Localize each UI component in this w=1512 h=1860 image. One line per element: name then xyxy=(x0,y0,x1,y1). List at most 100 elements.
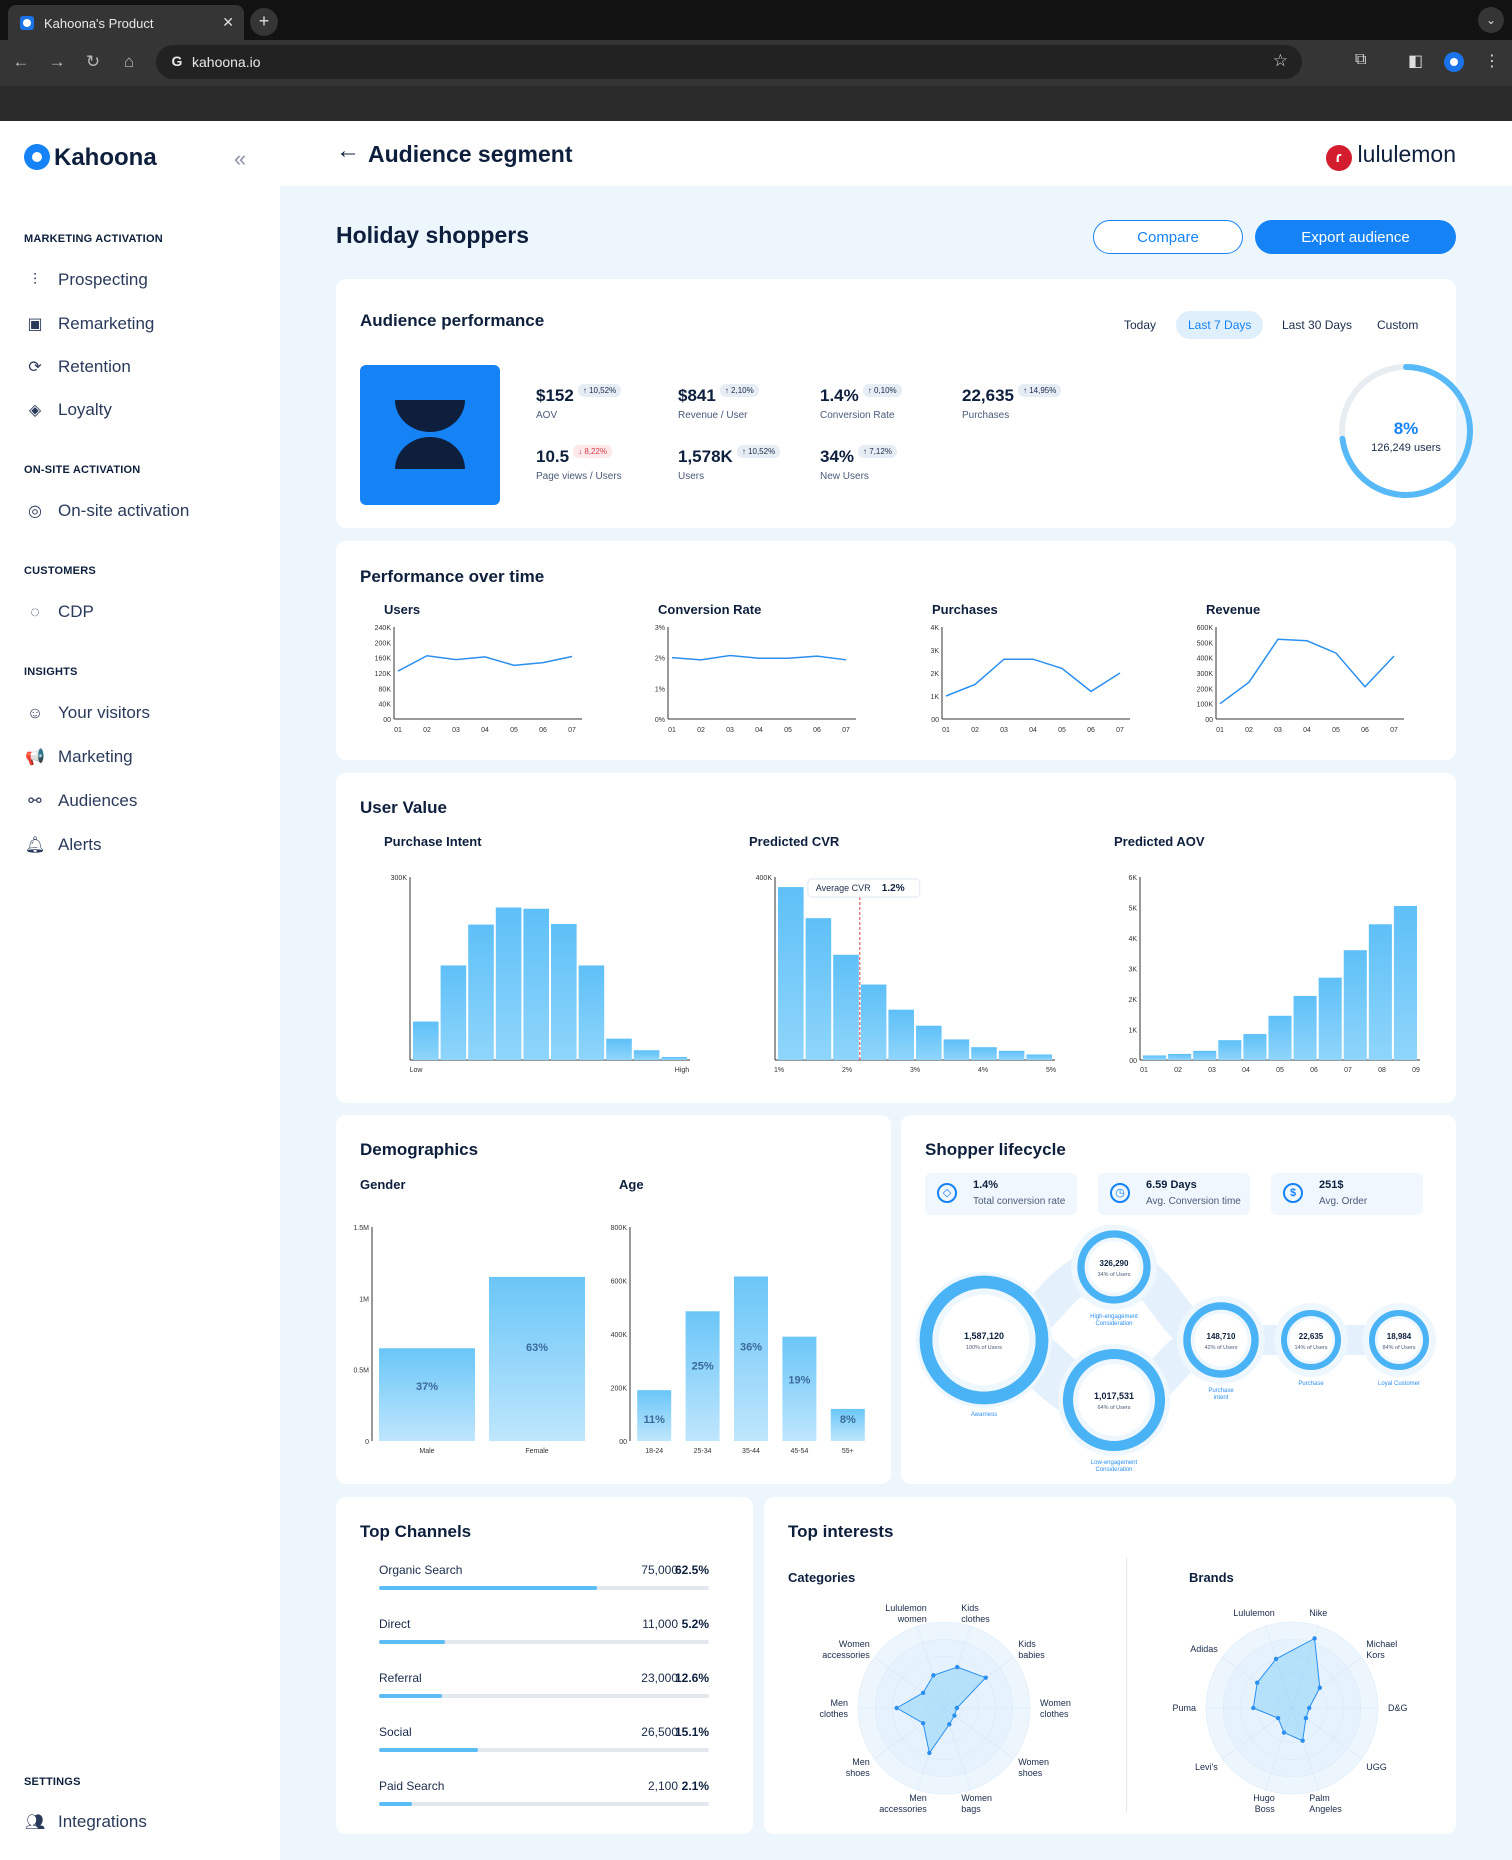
y-tick-label: 2K xyxy=(1128,997,1137,1004)
new-tab-button[interactable]: + xyxy=(250,8,278,36)
sidebar-item-audiences[interactable]: ⚯ Audiences xyxy=(24,791,137,817)
card-title: Top Channels xyxy=(360,1522,472,1541)
sidebar-item-retention[interactable]: ⟳ Retention xyxy=(24,357,130,383)
user-value-card: User Value Purchase Intent Predicted CVR… xyxy=(336,773,1456,1103)
radar-axis-label: UGG xyxy=(1366,1762,1387,1772)
ring-subtitle: 126,249 users xyxy=(1371,442,1441,454)
histogram-bar xyxy=(1218,1040,1242,1060)
x-tick-label: 4% xyxy=(978,1067,988,1074)
radar-point xyxy=(894,1705,899,1711)
sidebar-item-marketing[interactable]: 📢 Marketing xyxy=(24,747,133,773)
extensions-icon[interactable]: ⧉ xyxy=(1355,51,1367,68)
x-tick-label: 04 xyxy=(1303,727,1311,734)
tab-search-button[interactable]: ⌄ xyxy=(1478,7,1504,33)
histogram-bar xyxy=(1318,977,1342,1060)
kpi-label: Page views / Users xyxy=(536,471,622,482)
node-subtitle: 100% of Users xyxy=(966,1345,1002,1351)
radar-spoke xyxy=(1291,1707,1362,1759)
x-tick-label: 03 xyxy=(1208,1067,1216,1074)
cdp-ring-icon: ◌ xyxy=(30,604,40,621)
sidebar-item-cdp[interactable]: ◌ CDP xyxy=(24,602,94,628)
y-tick-label: 0 xyxy=(365,1439,369,1446)
browser-toolbar: ← → ↻ ⌂ G kahoona.io ☆ ⧉ ◧ ⋮ xyxy=(0,40,1512,86)
url-text[interactable]: kahoona.io xyxy=(192,54,261,70)
menu-dots-icon[interactable]: ⋮ xyxy=(1484,53,1500,70)
bar-percent-label: 36% xyxy=(740,1342,762,1354)
x-tick-label: 07 xyxy=(1116,727,1124,734)
address-bar[interactable]: G kahoona.io ☆ xyxy=(156,45,1302,79)
divider xyxy=(1126,1557,1127,1812)
export-audience-button[interactable]: Export audience xyxy=(1255,220,1456,254)
app-logo[interactable]: Kahoona xyxy=(24,144,157,172)
node-value: 326,290 xyxy=(1100,1259,1129,1268)
radar-point xyxy=(947,1722,952,1727)
node-label: Purchase xyxy=(1208,1388,1234,1394)
sidebar-item-alerts[interactable]: 🔔︎ Alerts xyxy=(24,835,102,861)
radar-axis-label: clothes xyxy=(961,1614,990,1624)
demographic-bar xyxy=(685,1311,720,1441)
card-title: Performance over time xyxy=(360,567,545,586)
histogram-bar xyxy=(860,984,887,1060)
kpi-aov: $152 ↑ 10,52% AOV xyxy=(536,384,622,421)
y-tick-label: 200K xyxy=(611,1386,628,1393)
forward-icon[interactable]: → xyxy=(48,52,66,71)
x-tick-label: 55+ xyxy=(842,1448,854,1455)
histogram-bar xyxy=(633,1050,660,1060)
y-tick-label: 3K xyxy=(930,648,939,655)
stat-avg-order: $251$ Avg. Order xyxy=(1271,1173,1423,1215)
sidebar-item-your-visitors[interactable]: ☺ Your visitors xyxy=(24,703,150,729)
profile-avatar[interactable] xyxy=(1444,52,1464,72)
radar-axis-label: Men xyxy=(909,1793,927,1803)
radar-axis-label: shoes xyxy=(1018,1768,1043,1778)
range-today[interactable]: Today xyxy=(1124,318,1157,332)
sidebar-item-prospecting[interactable]: ⫶ Prospecting xyxy=(24,270,148,296)
stat-label: Avg. Order xyxy=(1319,1196,1368,1207)
bell-icon: 🔔︎ xyxy=(24,837,46,854)
radar-axis-label: bags xyxy=(961,1804,981,1814)
gender-bar-chart: 1.5M 1M 0.5M 0 37% Male 63% Female xyxy=(353,1225,585,1455)
radar-axis-label: Men xyxy=(852,1757,870,1767)
segment-title: Holiday shoppers xyxy=(336,222,529,248)
browser-tab[interactable]: Kahoona's Product ✕ xyxy=(8,5,244,40)
range-last-7-days[interactable]: Last 7 Days xyxy=(1176,311,1264,339)
radar-axis-label: babies xyxy=(1018,1650,1045,1660)
bar-percent-label: 8% xyxy=(840,1414,856,1426)
x-tick-label: 03 xyxy=(1000,727,1008,734)
back-arrow-icon[interactable]: ← xyxy=(336,137,360,164)
sidebar-item-remarketing[interactable]: ▣ Remarketing xyxy=(24,314,154,340)
home-icon[interactable]: ⌂ xyxy=(123,52,135,71)
bookmark-star-icon[interactable]: ☆ xyxy=(1272,51,1288,70)
x-tick-label: 02 xyxy=(423,727,431,734)
sidebar-item-label: Loyalty xyxy=(58,400,112,419)
y-tick-label: 1% xyxy=(655,686,665,693)
close-tab-icon[interactable]: ✕ xyxy=(222,14,234,30)
sidebar-item-on-site-activation[interactable]: ◎ On-site activation xyxy=(24,501,189,527)
range-last-30-days[interactable]: Last 30 Days xyxy=(1282,318,1353,332)
purchase-intent-bar-chart: 300K Low High xyxy=(391,875,690,1074)
radar-axis-label: women xyxy=(897,1614,927,1624)
reload-icon[interactable]: ↻ xyxy=(85,52,101,71)
sidebar-item-integrations[interactable]: 👥︎ Integrations xyxy=(24,1812,147,1838)
back-icon[interactable]: ← xyxy=(12,52,30,71)
side-panel-icon[interactable]: ◧ xyxy=(1408,53,1424,70)
x-tick-label: 08 xyxy=(1378,1067,1386,1074)
histogram-bar xyxy=(888,1009,914,1060)
collapse-sidebar-icon[interactable]: « xyxy=(234,146,247,171)
histogram-bar xyxy=(1268,1015,1292,1060)
predicted-cvr-bar-chart: 400K 1% 2% 3% 4% 5% Average CVR 1.2% xyxy=(756,875,1056,1074)
kpi-change-badge: ↓ 8,22% xyxy=(573,445,612,458)
x-tick-label: 05 xyxy=(1332,727,1340,734)
y-tick-label: 600K xyxy=(1197,625,1214,632)
y-tick-label: 400K xyxy=(1197,656,1214,663)
compare-button[interactable]: Compare xyxy=(1093,220,1243,254)
node-ring xyxy=(1183,1302,1259,1378)
y-tick-label: 100K xyxy=(1197,702,1214,709)
y-tick-label: 6K xyxy=(1128,875,1137,882)
channel-progress-track xyxy=(379,1586,709,1590)
sidebar-item-label: Audiences xyxy=(58,791,138,810)
range-custom[interactable]: Custom xyxy=(1377,318,1419,332)
kpi-new-users: 34% ↑ 7,12% New Users xyxy=(820,445,897,482)
sidebar-item-loyalty[interactable]: ◈ Loyalty xyxy=(24,400,112,426)
